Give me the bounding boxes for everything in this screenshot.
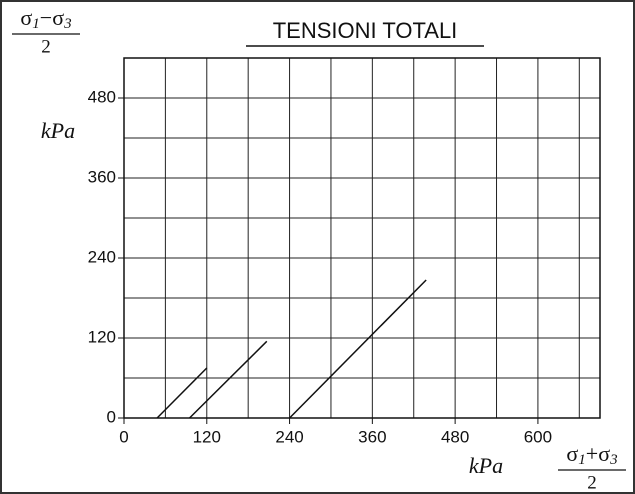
stress-path [189,340,268,419]
x-tick-label: 0 [119,427,128,446]
chart-title: TENSIONI TOTALI [273,18,458,43]
axis-label-denominator: 2 [41,36,51,57]
y-tick-label: 120 [88,327,116,346]
axis-label-denominator: 2 [587,472,597,493]
y-tick-label: 360 [88,167,116,186]
axis-label-numerator: σ1+σ3 [566,441,617,468]
x-tick-label: 120 [193,427,221,446]
x-tick-label: 480 [441,427,469,446]
label-part: 3 [63,16,72,32]
x-tick-label: 600 [524,427,552,446]
axis-unit: kPa [41,118,75,143]
axis-label-numerator: σ1−σ3 [20,5,71,32]
label-part: 1 [32,16,40,32]
y-tick-label: 480 [88,87,116,106]
stress-path [156,367,208,419]
stress-path [289,279,427,419]
y-tick-label: 240 [88,247,116,266]
label-part: +σ [586,441,610,466]
label-part: σ [20,5,32,30]
label-part: 1 [578,452,586,468]
label-part: σ [566,441,578,466]
axis-unit: kPa [469,453,503,478]
x-tick-label: 240 [275,427,303,446]
label-part: 3 [609,452,618,468]
x-tick-label: 360 [358,427,386,446]
plot-border [123,57,601,419]
y-tick-label: 0 [107,407,116,426]
label-part: −σ [40,5,64,30]
